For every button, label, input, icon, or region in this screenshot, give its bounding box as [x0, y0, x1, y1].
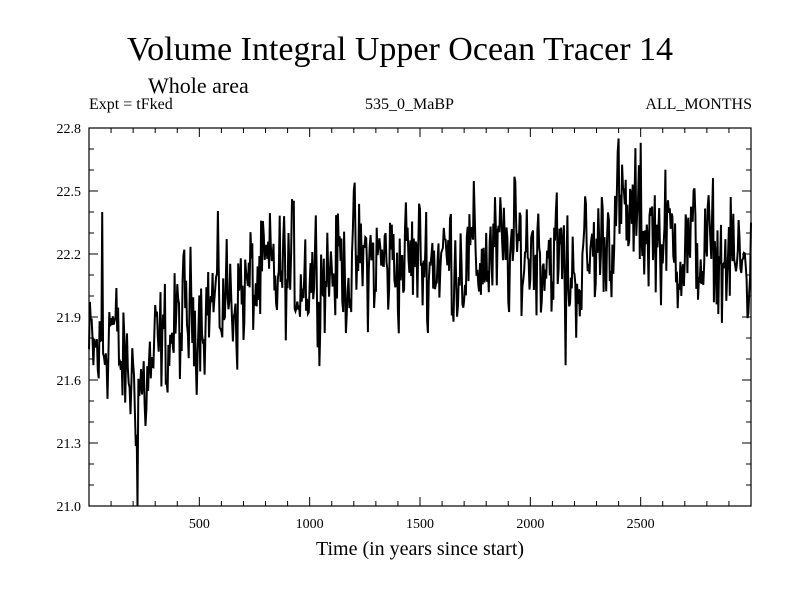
experiment-label: Expt = tFked [89, 96, 173, 113]
axis-ticks [89, 128, 751, 506]
y-tick-label: 22.8 [57, 122, 82, 137]
chart-title: Volume Integral Upper Ocean Tracer 14 [126, 31, 674, 68]
x-tick-label: 1000 [296, 517, 324, 532]
plot-frame [88, 127, 752, 507]
chart-subtitle: Whole area [148, 73, 249, 98]
x-tick-label: 2500 [627, 517, 655, 532]
y-tick-label: 22.2 [57, 248, 82, 263]
y-tick-label: 21.9 [57, 311, 82, 326]
y-tick-label: 21.0 [57, 500, 82, 515]
y-tick-labels: 21.0 21.3 21.6 21.9 22.2 22.5 22.8 [57, 122, 82, 515]
series-line [88, 138, 752, 507]
y-tick-label: 21.6 [57, 374, 82, 389]
y-tick-label: 22.5 [57, 185, 82, 200]
x-tick-labels: 500 1000 1500 2000 2500 [189, 517, 655, 532]
x-tick-label: 2000 [516, 517, 544, 532]
x-tick-label: 1500 [406, 517, 434, 532]
y-tick-label: 21.3 [57, 437, 82, 452]
run-label: 535_0_MaBP [365, 96, 454, 113]
x-tick-label: 500 [189, 517, 210, 532]
months-label: ALL_MONTHS [645, 96, 752, 113]
x-axis-label: Time (in years since start) [315, 538, 525, 560]
